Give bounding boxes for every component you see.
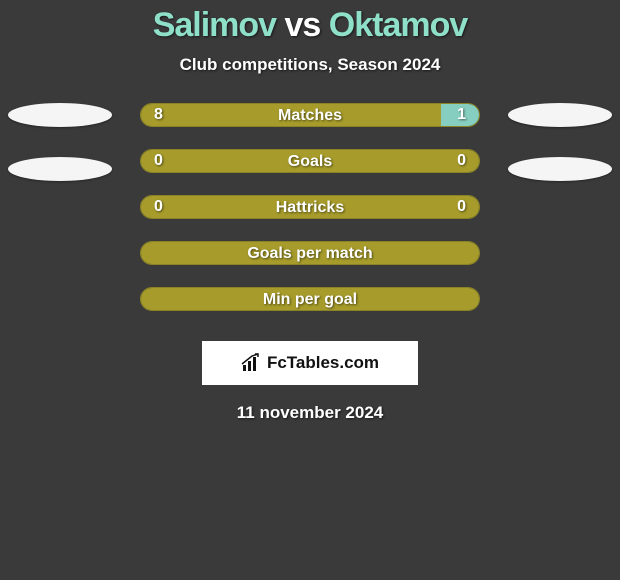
comparison-row: Goals per match: [0, 241, 620, 287]
logo-box: FcTables.com: [202, 341, 418, 385]
comparison-rows: Matches81Goals00Hattricks00Goals per mat…: [0, 103, 620, 333]
title-vs: vs: [276, 6, 329, 44]
bar-track: Min per goal: [140, 287, 480, 311]
bar-track: Goals per match: [140, 241, 480, 265]
player-oval-right: [508, 157, 612, 181]
bar-left-fill: [141, 104, 441, 126]
bar-left-fill: [141, 288, 479, 310]
player-oval-right: [508, 103, 612, 127]
value-right: 1: [443, 103, 480, 127]
logo-text: FcTables.com: [267, 353, 379, 373]
value-left: 0: [140, 149, 177, 173]
bar-chart-icon: [241, 353, 263, 373]
bar-left-fill: [141, 150, 479, 172]
value-left: 8: [140, 103, 177, 127]
player-oval-left: [8, 103, 112, 127]
value-right: 0: [443, 149, 480, 173]
subtitle: Club competitions, Season 2024: [0, 55, 620, 75]
page-title: Salimov vs Oktamov: [0, 0, 620, 45]
comparison-row: Hattricks0 0: [0, 195, 620, 241]
value-right: 0: [443, 195, 480, 219]
bar-track: Matches: [140, 103, 480, 127]
title-right: Oktamov: [329, 6, 468, 44]
bar-left-fill: [141, 242, 479, 264]
bar-left-fill: [141, 196, 479, 218]
comparison-row: Matches8 1: [0, 103, 620, 149]
comparison-row: Min per goal: [0, 287, 620, 333]
bar-track: Hattricks: [140, 195, 480, 219]
comparison-row: Goals0 0: [0, 149, 620, 195]
value-left: 0: [140, 195, 177, 219]
bar-track: Goals: [140, 149, 480, 173]
title-left: Salimov: [153, 6, 276, 44]
player-oval-left: [8, 157, 112, 181]
date-text: 11 november 2024: [0, 403, 620, 423]
